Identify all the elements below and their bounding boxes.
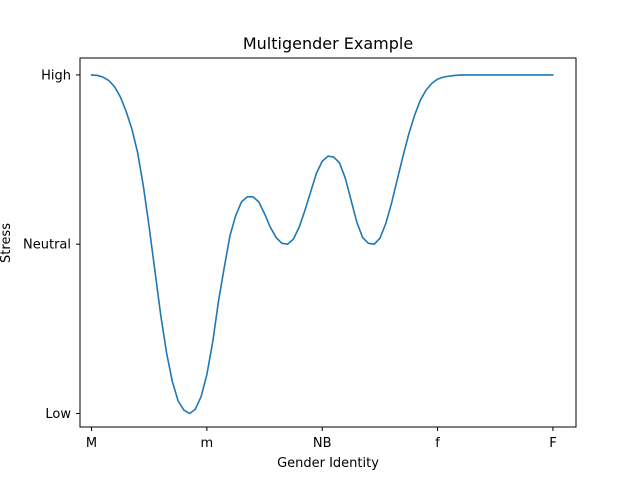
x-tick-label: m [201, 436, 214, 451]
y-axis: Low Neutral High [23, 68, 80, 422]
y-tick-label: Neutral [23, 238, 71, 253]
chart-title: Multigender Example [243, 34, 413, 53]
series-line-0 [90, 74, 554, 415]
y-tick-label: High [41, 68, 71, 83]
x-axis-label: Gender Identity [277, 456, 379, 471]
x-tick-label: M [86, 436, 97, 451]
plot-area [90, 74, 554, 415]
x-tick-label: f [435, 436, 440, 451]
x-tick-label: F [549, 436, 556, 451]
y-tick-label: Low [45, 407, 71, 422]
plot-frame [79, 57, 577, 428]
x-tick-label: NB [313, 436, 332, 451]
y-axis-label: Stress [0, 223, 14, 263]
